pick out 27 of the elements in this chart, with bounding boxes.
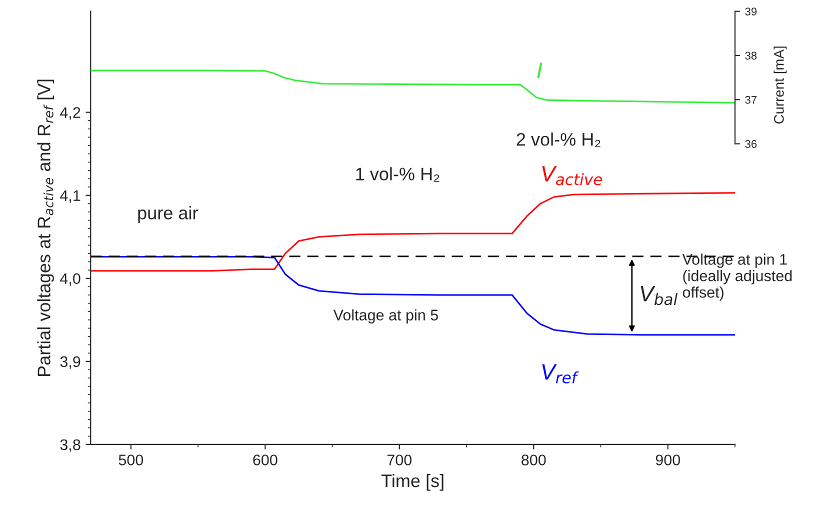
y-tick-label: 4,0 <box>60 273 80 286</box>
series-label: V$_{active}$ <box>542 166 602 186</box>
annotation: Voltage at pin 5 <box>333 309 438 324</box>
annotation: V$_{bal}$ <box>640 286 678 306</box>
x-tick-label: 800 <box>522 454 546 466</box>
annotation: 1 vol-% H₂ <box>356 167 440 182</box>
ref-line-label: Voltage at pin 1 (ideally adjusted offset) <box>682 254 792 301</box>
series-label: V$_{ref}$ <box>542 364 579 384</box>
y-tick-label: 3,8 <box>60 439 80 452</box>
y-axis-title: Partial voltages at R$_{active}$ and R$_{ref}$ [V] <box>37 80 54 376</box>
y2-tick-label: 38 <box>745 52 757 60</box>
annotation: pure air <box>138 206 198 223</box>
y2-tick-label: 36 <box>745 140 757 148</box>
y2-tick-label: 39 <box>745 8 757 16</box>
line-series <box>90 192 736 272</box>
series-label: I <box>537 62 542 78</box>
annotation: 2 vol-% H₂ <box>516 132 600 148</box>
x-axis-title: Time [s] <box>381 474 444 491</box>
x-tick-label: 600 <box>253 454 278 466</box>
x-tick-label: 700 <box>387 454 412 466</box>
y-tick-label: 3,9 <box>60 356 80 369</box>
y2-tick-label: 37 <box>745 96 757 104</box>
y2-axis-title: Current [mA] <box>774 46 787 124</box>
x-tick-label: 500 <box>118 454 144 466</box>
y-tick-label: 4,2 <box>60 107 80 120</box>
y-tick-label: 4,1 <box>60 190 80 203</box>
x-tick-label: 900 <box>656 454 680 466</box>
